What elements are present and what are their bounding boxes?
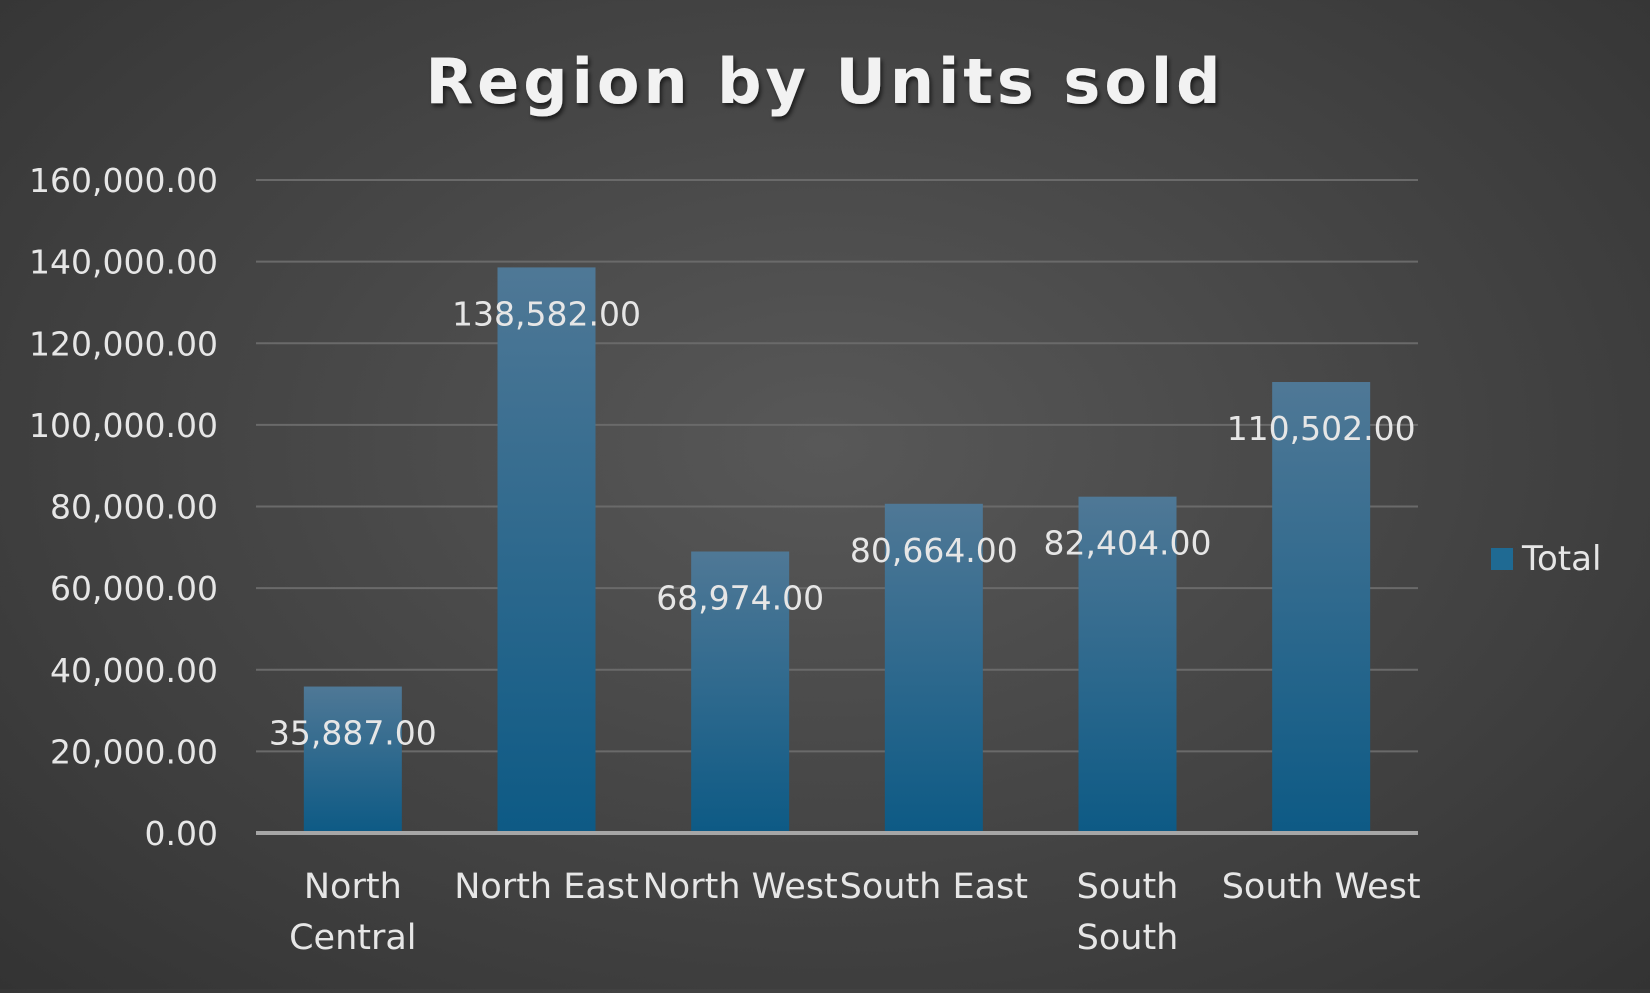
data-label: 80,664.00 (850, 531, 1018, 570)
x-tick-label: South South (1077, 867, 1179, 958)
bar-south-west (1272, 382, 1371, 833)
bar-south-east (884, 503, 983, 833)
x-axis-tick-labels: North Central North East North West South Ea… (289, 867, 1421, 958)
bars (303, 267, 1371, 833)
bar-north-east (497, 267, 596, 833)
y-tick-label: 160,000.00 (29, 161, 218, 200)
x-tick-label: North Central (289, 867, 416, 958)
chart-title: Region by Units sold (425, 45, 1224, 118)
legend-label-total: Total (1521, 539, 1601, 579)
legend: Total (1491, 539, 1601, 579)
bar-south-south (1078, 496, 1177, 833)
data-label: 35,887.00 (269, 714, 437, 753)
x-tick-label: North West (643, 867, 838, 907)
y-tick-label: 140,000.00 (29, 243, 218, 282)
y-tick-label: 80,000.00 (50, 488, 218, 527)
y-tick-label: 20,000.00 (50, 732, 218, 771)
y-tick-label: 0.00 (145, 814, 218, 853)
y-tick-label: 60,000.00 (50, 569, 218, 608)
data-label: 68,974.00 (656, 578, 824, 617)
y-tick-label: 120,000.00 (29, 324, 218, 363)
y-tick-label: 100,000.00 (29, 406, 218, 445)
bar-north-central (303, 686, 402, 833)
legend-swatch-total (1491, 548, 1513, 570)
y-tick-label: 40,000.00 (50, 651, 218, 690)
x-tick-label: North East (454, 867, 639, 907)
data-label: 110,502.00 (1227, 409, 1416, 448)
data-label: 82,404.00 (1044, 524, 1212, 563)
y-axis-tick-labels: 0.00 20,000.00 40,000.00 60,000.00 80,000.00… (29, 161, 218, 853)
bar-north-west (691, 551, 790, 833)
x-tick-label: South West (1222, 867, 1421, 907)
data-labels: 35,887.00 138,582.00 68,974.00 80,664.00 82,… (269, 294, 1416, 752)
data-label: 138,582.00 (452, 294, 641, 333)
x-tick-label: South East (840, 867, 1028, 907)
gridlines (256, 179, 1418, 753)
